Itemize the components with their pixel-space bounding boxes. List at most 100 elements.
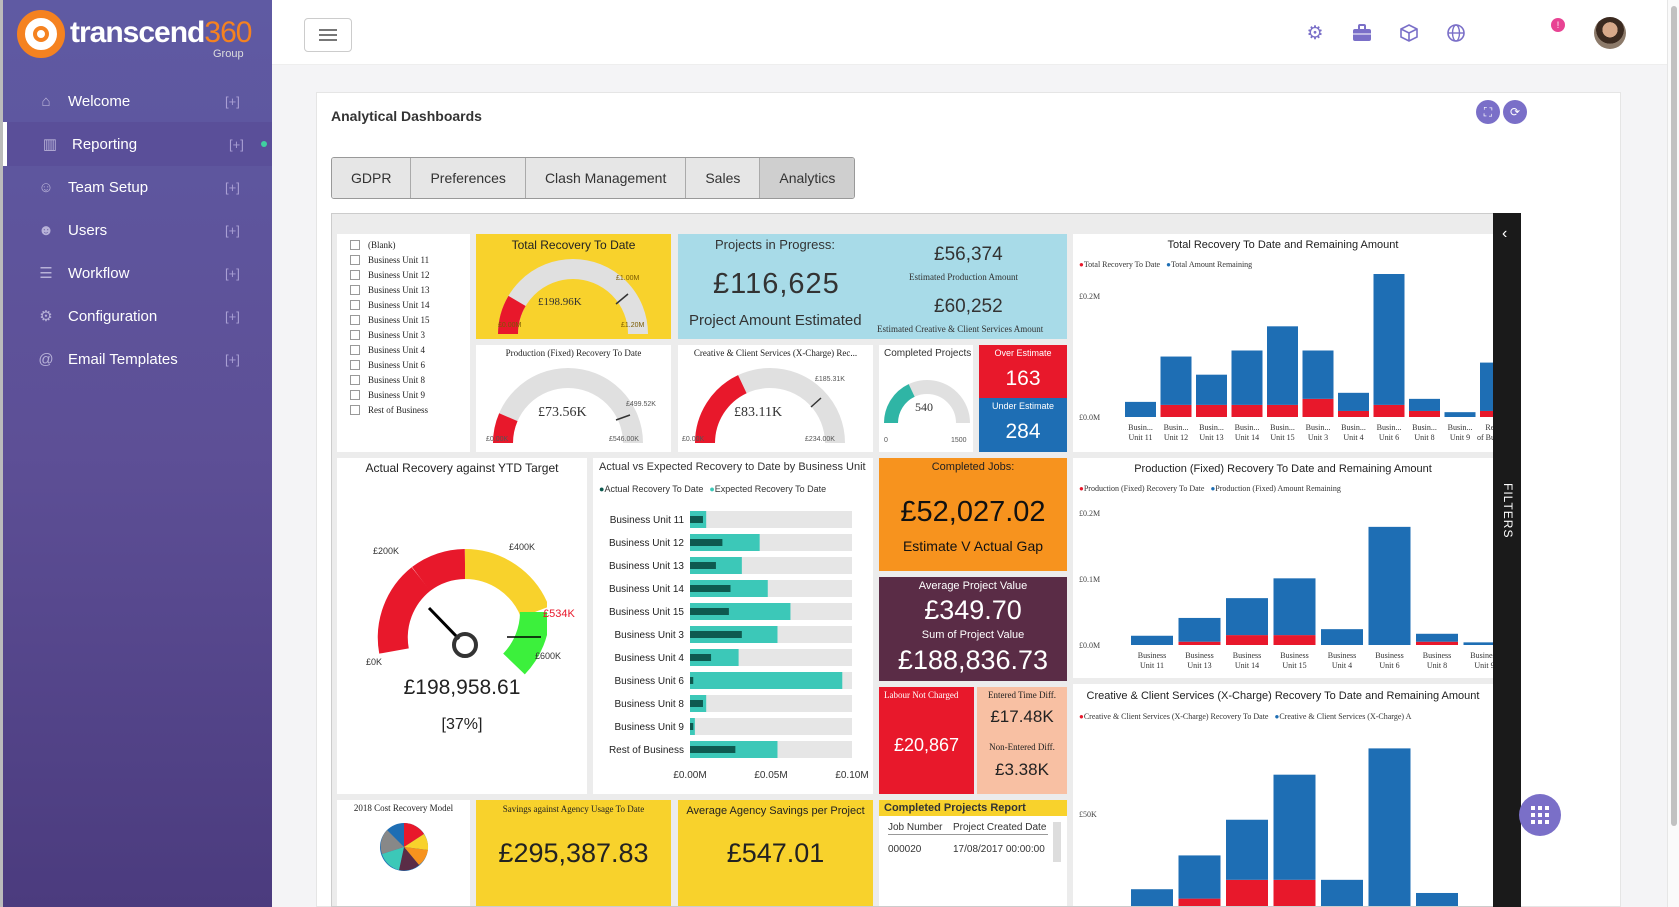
bar-recovery[interactable] [1178,641,1221,645]
expand-button[interactable]: [+] [225,308,240,324]
bar-remaining[interactable] [1368,748,1411,907]
table-scrollbar[interactable] [1053,822,1061,862]
checkbox[interactable] [350,270,360,280]
bar-recovery[interactable] [1196,404,1227,417]
bar-remaining[interactable] [1368,526,1411,645]
tab-clash-management[interactable]: Clash Management [525,158,687,198]
sidebar-item-users[interactable]: ☻ Users [+] [3,208,272,252]
expand-button[interactable]: [+] [225,93,240,109]
avatar[interactable] [1594,17,1626,49]
checkbox[interactable] [350,240,360,250]
bar-recovery[interactable] [1409,410,1440,417]
expand-button[interactable]: [+] [225,351,240,367]
slicer-item[interactable]: Business Unit 13 [350,285,430,295]
bar-expected[interactable] [690,672,843,689]
chevron-left-icon[interactable]: ‹ [1502,225,1508,242]
bar-actual[interactable] [690,516,703,523]
bar-actual[interactable] [690,539,723,546]
sidebar-item-email-templates[interactable]: @ Email Templates [+] [3,337,272,381]
fullscreen-button[interactable]: ⛶ [1476,100,1500,124]
bar-recovery[interactable] [1226,635,1268,645]
slicer-item[interactable]: (Blank) [350,240,396,250]
expand-button[interactable]: [+] [225,222,240,238]
tab-sales[interactable]: Sales [686,158,761,198]
apps-grid-button[interactable] [1519,794,1561,836]
tab-gdpr[interactable]: GDPR [332,158,412,198]
briefcase-icon[interactable] [1351,22,1373,44]
bar-recovery[interactable] [1178,898,1221,907]
column-header[interactable]: Project Created Date [953,822,1047,833]
bar-actual[interactable] [690,608,729,615]
cube-icon[interactable] [1398,22,1420,44]
filters-pane[interactable]: ‹ FILTERS [1493,213,1521,907]
checkbox[interactable] [350,330,360,340]
bar-recovery[interactable] [1373,404,1405,417]
sidebar-item-team-setup[interactable]: ☺ Team Setup [+] [3,165,272,209]
page-scrollbar[interactable] [1667,0,1679,907]
bar-actual[interactable] [690,700,703,707]
bar-actual[interactable] [690,746,736,753]
bar-recovery[interactable] [1338,410,1369,417]
checkbox[interactable] [350,300,360,310]
bar-remaining[interactable] [1416,892,1458,907]
checkbox[interactable] [350,390,360,400]
checkbox[interactable] [350,285,360,295]
bar-actual[interactable] [690,723,694,730]
bar-actual[interactable] [690,677,694,684]
bar-expected[interactable] [690,603,791,620]
checkbox[interactable] [350,405,360,415]
bar-recovery[interactable] [1226,879,1268,907]
bar-recovery[interactable] [1231,404,1263,417]
bar-recovery[interactable] [1480,410,1493,417]
bar-remaining[interactable] [1463,642,1494,645]
bar-actual[interactable] [690,654,712,661]
bar-remaining[interactable] [1480,362,1493,411]
bar-remaining[interactable] [1373,274,1405,405]
slicer-item[interactable]: Business Unit 11 [350,255,429,265]
globe-icon[interactable] [1445,22,1467,44]
sidebar-item-reporting[interactable]: ▥ Reporting [+] [3,122,272,166]
bar-remaining[interactable] [1302,350,1334,399]
tab-preferences[interactable]: Preferences [411,158,526,198]
expand-button[interactable]: [+] [229,136,244,152]
bar-remaining[interactable] [1444,412,1476,417]
bar-actual[interactable] [690,562,716,569]
refresh-button[interactable]: ⟳ [1503,100,1527,124]
bar-recovery[interactable] [1302,398,1334,417]
tab-analytics[interactable]: Analytics [760,158,855,198]
bar-remaining[interactable] [1178,855,1221,899]
bar-remaining[interactable] [1231,350,1263,405]
sidebar-item-configuration[interactable]: ⚙ Configuration [+] [3,294,272,338]
checkbox[interactable] [350,255,360,265]
bar-remaining[interactable] [1226,598,1268,636]
bar-expected[interactable] [690,534,760,551]
bar-remaining[interactable] [1273,578,1316,636]
bar-remaining[interactable] [1267,326,1298,405]
slicer-item[interactable]: Rest of Business [350,405,428,415]
bar-remaining[interactable] [1196,374,1227,405]
bar-recovery[interactable] [1160,404,1192,417]
slicer-item[interactable]: Business Unit 9 [350,390,425,400]
bar-remaining[interactable] [1131,889,1173,907]
column-header[interactable]: Job Number [888,822,943,833]
slicer-item[interactable]: Business Unit 3 [350,330,425,340]
slicer-item[interactable]: Business Unit 8 [350,375,425,385]
checkbox[interactable] [350,315,360,325]
sidebar-item-welcome[interactable]: ⌂ Welcome [+] [3,79,272,123]
bar-remaining[interactable] [1409,398,1440,411]
checkbox[interactable] [350,375,360,385]
menu-toggle-button[interactable] [304,18,352,52]
bar-actual[interactable] [690,631,742,638]
expand-button[interactable]: [+] [225,179,240,195]
slicer-item[interactable]: Business Unit 6 [350,360,425,370]
bar-recovery[interactable] [1273,879,1316,907]
bar-remaining[interactable] [1131,635,1173,645]
bar-remaining[interactable] [1226,819,1268,880]
checkbox[interactable] [350,360,360,370]
brand-logo[interactable]: transcend360 Group [15,8,255,64]
expand-button[interactable]: [+] [225,265,240,281]
bar-remaining[interactable] [1416,633,1458,642]
sidebar-item-workflow[interactable]: ☰ Workflow [+] [3,251,272,295]
bar-remaining[interactable] [1160,356,1192,405]
bar-remaining[interactable] [1338,392,1369,411]
